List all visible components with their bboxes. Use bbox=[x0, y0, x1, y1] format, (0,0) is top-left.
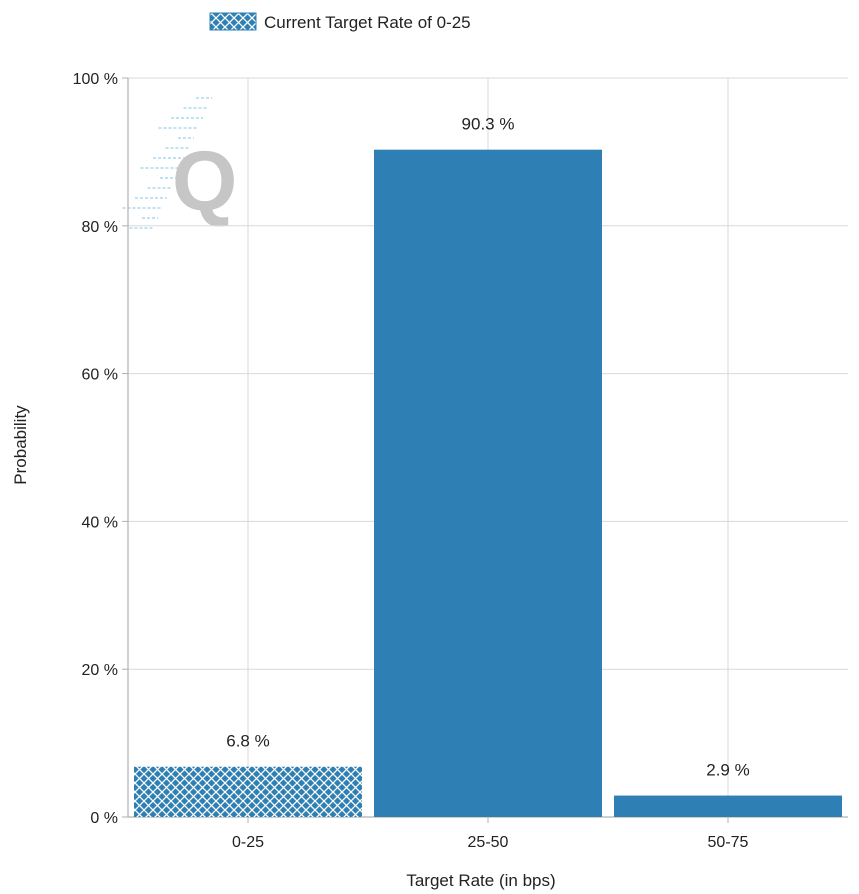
x-tick-labels: 0-25 25-50 50-75 bbox=[232, 834, 749, 851]
bar-25-50 bbox=[374, 149, 602, 818]
bar-0-25 bbox=[134, 766, 362, 817]
x-tick-label: 25-50 bbox=[468, 834, 509, 851]
bar-50-75 bbox=[614, 795, 842, 817]
x-tick-label: 50-75 bbox=[708, 834, 749, 851]
legend: Current Target Rate of 0-25 bbox=[209, 12, 471, 32]
y-tick-label: 60 % bbox=[82, 367, 118, 384]
y-tick-label: 40 % bbox=[82, 514, 118, 531]
y-tick-label: 20 % bbox=[82, 662, 118, 679]
x-axis-label: Target Rate (in bps) bbox=[406, 871, 555, 890]
y-axis-label: Probability bbox=[11, 405, 30, 485]
watermark-letter: Q bbox=[172, 134, 237, 228]
data-label: 6.8 % bbox=[226, 732, 269, 751]
y-tick-label: 100 % bbox=[73, 71, 118, 88]
y-tick-label: 80 % bbox=[82, 219, 118, 236]
data-label: 90.3 % bbox=[462, 115, 515, 134]
y-tick-labels: 0 % 20 % 40 % 60 % 80 % 100 % bbox=[73, 71, 118, 827]
watermark-logo: Q bbox=[122, 97, 237, 229]
legend-swatch bbox=[209, 12, 257, 31]
data-labels: 6.8 % 90.3 % 2.9 % bbox=[226, 115, 749, 780]
data-label: 2.9 % bbox=[706, 761, 749, 780]
legend-label: Current Target Rate of 0-25 bbox=[264, 13, 471, 32]
y-tick-label: 0 % bbox=[90, 810, 118, 827]
x-tick-label: 0-25 bbox=[232, 834, 264, 851]
bars bbox=[134, 149, 842, 818]
